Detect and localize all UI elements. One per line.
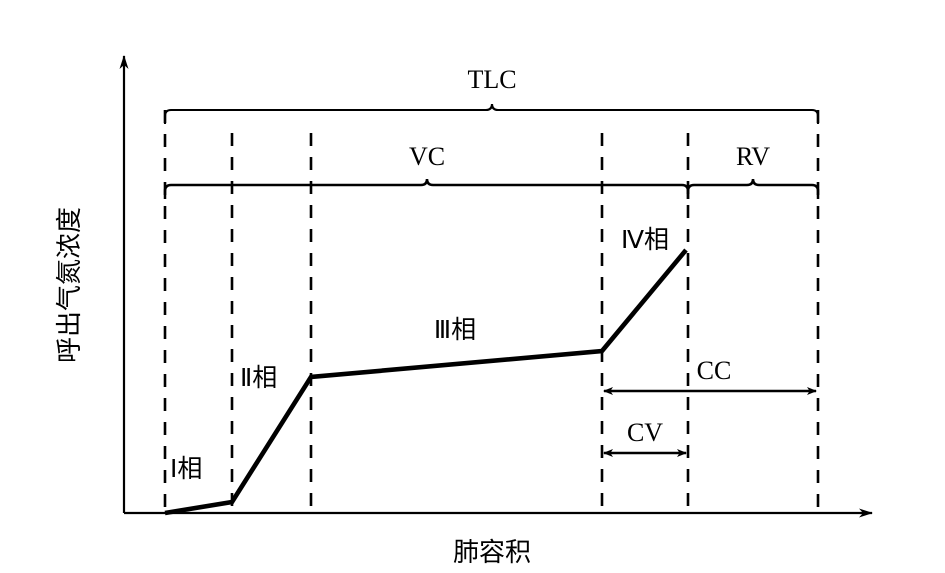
- phase-2-label: Ⅱ相: [240, 363, 277, 392]
- bracket-tlc: TLC: [163, 65, 820, 124]
- phase-labels-group: Ⅰ相 Ⅱ相 Ⅲ相 Ⅳ相: [170, 225, 669, 483]
- bracket-rv-path: [686, 178, 820, 199]
- nitrogen-washout-curve: [164, 248, 688, 516]
- measure-arrow-cv-label: CV: [627, 418, 663, 447]
- x-axis-label: 肺容积: [453, 538, 531, 568]
- bracket-rv-label: RV: [736, 142, 770, 171]
- phase-1-label: Ⅰ相: [170, 454, 202, 483]
- bracket-tlc-path: [163, 103, 820, 124]
- bracket-vc: VC: [163, 142, 690, 199]
- phase-4-label: Ⅳ相: [621, 225, 669, 254]
- axis-titles-group: 呼出气氮浓度 肺容积: [55, 207, 531, 568]
- bracket-rv: RV: [686, 142, 820, 199]
- y-axis-label: 呼出气氮浓度: [55, 207, 85, 363]
- dashed-verticals-group: [163, 110, 820, 513]
- axes-group: [119, 55, 873, 518]
- washout-curve-group: [164, 248, 688, 516]
- measure-arrow-cc: CC: [603, 356, 817, 395]
- measure-arrow-cc-label: CC: [697, 356, 732, 385]
- bracket-vc-label: VC: [409, 142, 445, 171]
- phase-3-label: Ⅲ相: [434, 315, 476, 344]
- measure-arrow-cv: CV: [603, 418, 687, 457]
- bracket-tlc-label: TLC: [467, 65, 516, 94]
- bracket-vc-path: [163, 178, 690, 199]
